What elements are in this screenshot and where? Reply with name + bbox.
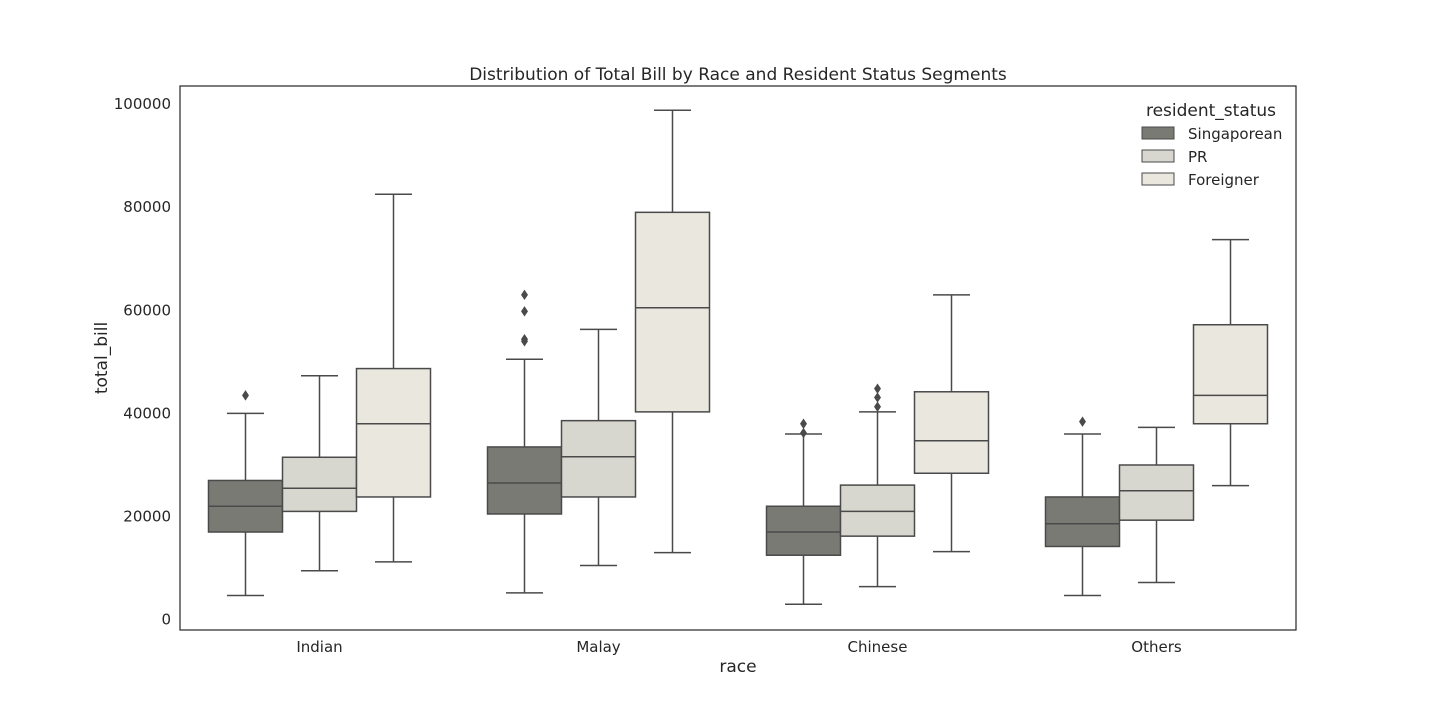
- legend-swatch-pr: [1141, 149, 1175, 163]
- outlier-point: [1079, 416, 1086, 427]
- outlier-point: [242, 390, 249, 401]
- y-axis: 0 20000 40000 60000 80000 100000: [114, 95, 171, 629]
- box-body: [1044, 496, 1121, 548]
- box-body: [839, 484, 916, 537]
- x-tick-label-malay: Malay: [576, 638, 620, 656]
- box-body: [634, 211, 711, 413]
- legend-title: resident_status: [1146, 101, 1276, 121]
- box-others-pr: [1118, 426, 1195, 584]
- x-axis: Indian Malay Chinese Others: [296, 638, 1182, 656]
- x-tick-label-others: Others: [1131, 638, 1182, 656]
- x-tick-label-chinese: Chinese: [848, 638, 908, 656]
- y-tick-label: 60000: [123, 301, 171, 319]
- box-malay-singaporean: [486, 289, 563, 594]
- box-body: [486, 446, 563, 515]
- x-tick-label-indian: Indian: [296, 638, 342, 656]
- outlier-point: [521, 289, 528, 301]
- y-axis-label: total_bill: [92, 322, 112, 394]
- outlier-point: [874, 401, 881, 412]
- box-indian-pr: [281, 375, 358, 572]
- box-malay-foreigner: [634, 109, 711, 554]
- outlier-point: [521, 306, 528, 317]
- legend-entry-foreigner: Foreigner: [1141, 171, 1260, 189]
- y-tick-label: 0: [161, 611, 171, 629]
- box-body: [281, 456, 358, 513]
- legend-label-singaporean: Singaporean: [1188, 125, 1282, 143]
- box-chinese-singaporean: [765, 418, 842, 605]
- y-tick-label: 20000: [123, 508, 171, 526]
- box-body: [913, 391, 990, 474]
- outlier-point: [874, 383, 881, 394]
- box-chinese-foreigner: [913, 294, 990, 553]
- y-tick-label: 40000: [123, 404, 171, 422]
- outlier-point: [521, 333, 528, 345]
- legend-entry-singaporean: Singaporean: [1141, 125, 1282, 143]
- box-body: [560, 419, 637, 498]
- box-chinese-pr: [839, 383, 916, 588]
- y-tick-label: 100000: [114, 95, 171, 113]
- box-indian-foreigner: [355, 193, 432, 563]
- y-tick-label: 80000: [123, 198, 171, 216]
- legend-label-pr: PR: [1188, 148, 1207, 166]
- outlier-point: [800, 418, 807, 429]
- legend-swatch-singaporean: [1141, 126, 1175, 140]
- legend-entry-pr: PR: [1141, 148, 1207, 166]
- box-body: [1192, 323, 1269, 425]
- x-axis-label: race: [719, 657, 756, 677]
- box-malay-pr: [560, 328, 637, 567]
- legend-label-foreigner: Foreigner: [1188, 171, 1260, 189]
- box-body: [1118, 464, 1195, 521]
- box-body: [355, 367, 432, 498]
- box-body: [765, 505, 842, 556]
- outlier-point: [800, 427, 807, 439]
- outlier-point: [874, 392, 881, 403]
- box-others-singaporean: [1044, 416, 1121, 597]
- plot-frame: [179, 85, 1297, 631]
- chart-title: Distribution of Total Bill by Race and R…: [469, 65, 1007, 85]
- legend-swatch-foreigner: [1141, 172, 1175, 186]
- box-indian-singaporean: [207, 390, 284, 597]
- box-others-foreigner: [1192, 238, 1269, 487]
- legend: resident_status Singaporean PR Foreigner: [1141, 101, 1282, 189]
- plot-area: [207, 109, 1269, 605]
